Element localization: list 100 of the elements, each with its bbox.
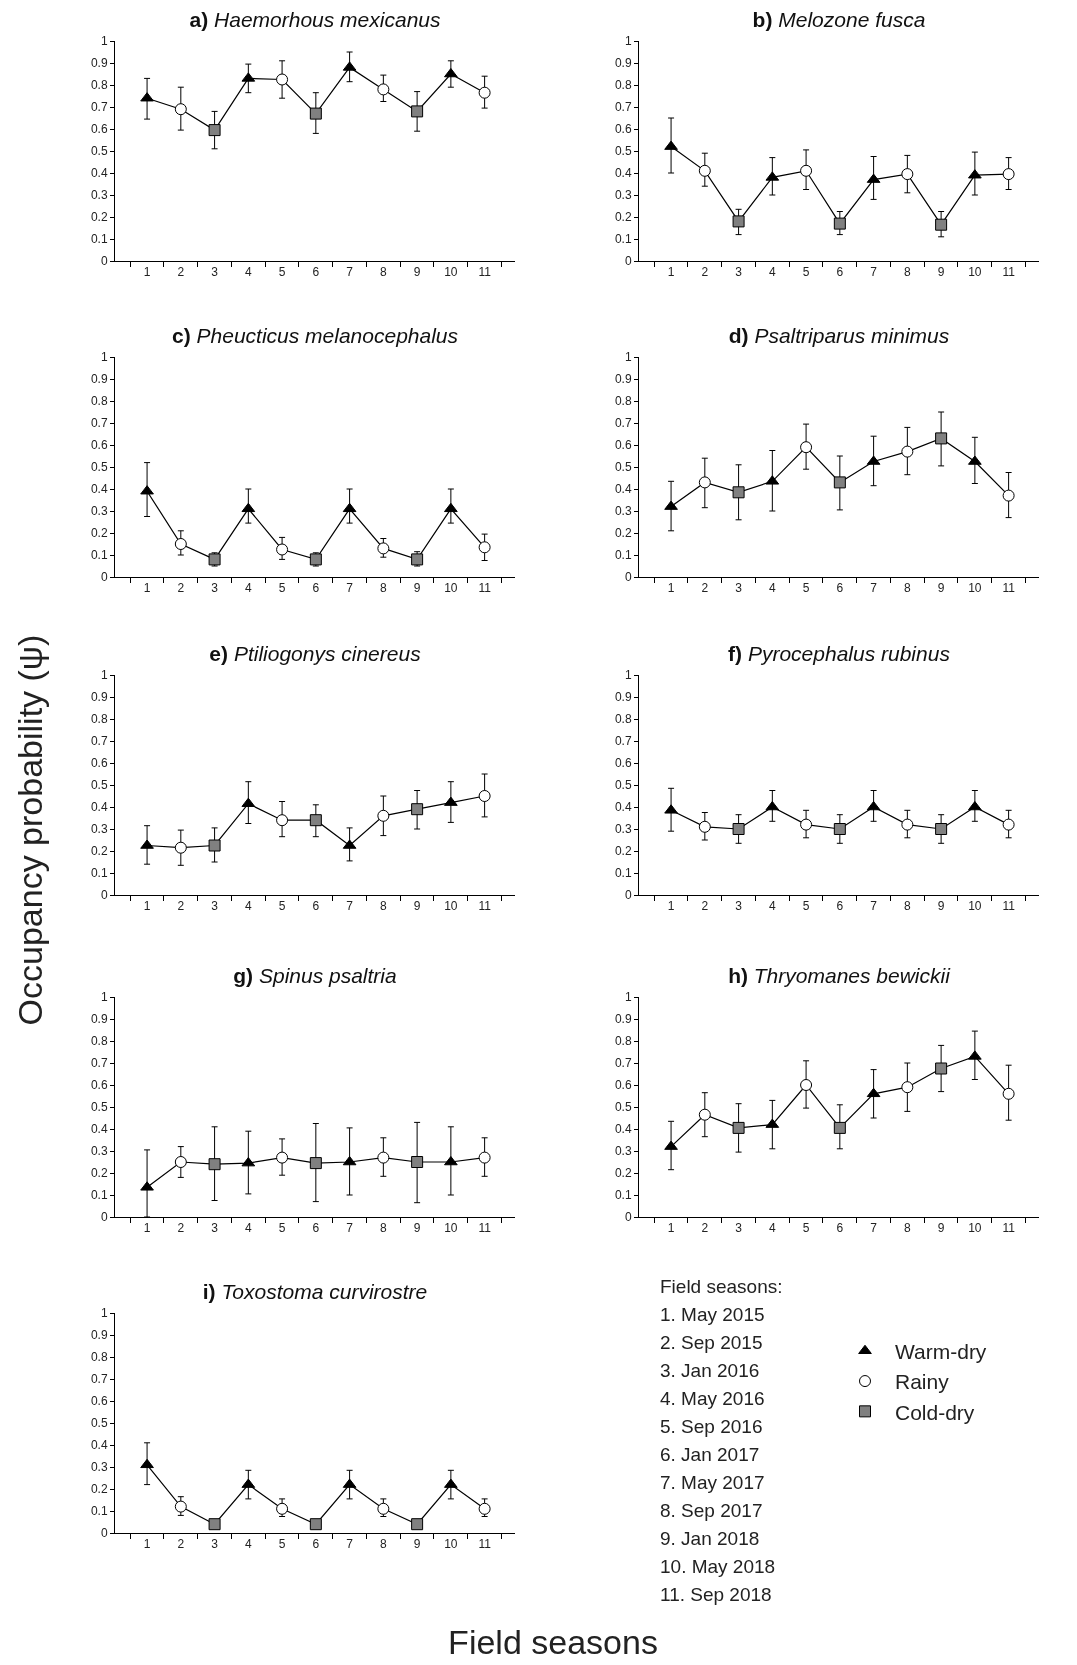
point bbox=[411, 803, 424, 816]
x-tick-label: 6 bbox=[312, 581, 320, 596]
y-axis-title: Occupancy probability (ψ) bbox=[10, 634, 50, 1026]
y-tick-label: 0.3 bbox=[90, 504, 108, 519]
y-tick-label: 0.2 bbox=[90, 526, 108, 541]
x-tick-label: 10 bbox=[968, 899, 982, 914]
y-tick-label: 0.4 bbox=[90, 800, 108, 815]
x-tick-label: 7 bbox=[870, 1221, 878, 1236]
x-tick-label: 2 bbox=[177, 265, 185, 280]
point bbox=[935, 218, 948, 231]
y-tick-label: 0.5 bbox=[90, 778, 108, 793]
y-tick-label: 0.1 bbox=[614, 1188, 632, 1203]
chart-title: d) Psaltriparus minimus bbox=[728, 324, 950, 348]
point bbox=[698, 164, 711, 177]
y-tick-label: 0.1 bbox=[90, 232, 108, 247]
y-tick-label: 0.9 bbox=[614, 690, 632, 705]
y-tick-label: 0.2 bbox=[90, 1166, 108, 1181]
y-tick-label: 0.4 bbox=[614, 1122, 632, 1137]
y-tick-label: 0.9 bbox=[614, 56, 632, 71]
text: 6. Jan 2017 bbox=[660, 1443, 761, 1467]
x-tick-label: 11 bbox=[478, 581, 492, 596]
y-tick-label: 0.5 bbox=[90, 1416, 108, 1431]
point bbox=[140, 1181, 154, 1191]
chart-title: c) Pheucticus melanocephalus bbox=[171, 324, 459, 348]
x-tick-label: 1 bbox=[143, 1537, 151, 1552]
x-tick-label: 11 bbox=[1002, 899, 1016, 914]
point bbox=[800, 164, 813, 177]
y-tick-label: 0.1 bbox=[614, 866, 632, 881]
y-tick-label: 0.4 bbox=[614, 166, 632, 181]
y-tick-label: 0.6 bbox=[614, 756, 632, 771]
x-tick-label: 4 bbox=[244, 581, 252, 596]
y-tick-label: 0.8 bbox=[90, 712, 108, 727]
x-tick-label: 8 bbox=[380, 1221, 388, 1236]
x-tick-label: 3 bbox=[735, 899, 743, 914]
x-tick-label: 4 bbox=[768, 1221, 776, 1236]
x-tick-label: 4 bbox=[244, 1537, 252, 1552]
point bbox=[276, 73, 289, 86]
y-tick-label: 0.2 bbox=[614, 844, 632, 859]
y-tick-label: 1 bbox=[100, 1306, 108, 1321]
y-tick-label: 0.9 bbox=[90, 56, 108, 71]
x-tick-label: 7 bbox=[346, 265, 354, 280]
x-tick-label: 5 bbox=[278, 1537, 286, 1552]
point bbox=[901, 445, 914, 458]
x-tick-label: 7 bbox=[346, 1221, 354, 1236]
y-tick-label: 0.3 bbox=[90, 822, 108, 837]
text: 1. May 2015 bbox=[660, 1303, 766, 1327]
x-tick-label: 9 bbox=[937, 265, 945, 280]
point bbox=[901, 168, 914, 181]
x-tick-label: 1 bbox=[143, 1221, 151, 1236]
y-tick-label: 0.4 bbox=[90, 166, 108, 181]
point bbox=[478, 1151, 491, 1164]
x-tick-label: 9 bbox=[413, 1537, 421, 1552]
x-tick-label: 8 bbox=[904, 581, 912, 596]
y-tick-label: 0.9 bbox=[90, 1012, 108, 1027]
x-tick-label: 8 bbox=[380, 1537, 388, 1552]
x-tick-label: 10 bbox=[968, 265, 982, 280]
x-tick-label: 8 bbox=[380, 899, 388, 914]
y-tick-label: 0.8 bbox=[614, 394, 632, 409]
x-tick-label: 5 bbox=[278, 1221, 286, 1236]
text: 9. Jan 2018 bbox=[660, 1527, 761, 1551]
x-tick-label: 9 bbox=[937, 1221, 945, 1236]
x-tick-label: 11 bbox=[478, 265, 492, 280]
y-tick-label: 0.4 bbox=[90, 1122, 108, 1137]
y-tick-label: 0 bbox=[624, 570, 632, 585]
y-tick-label: 0.6 bbox=[614, 122, 632, 137]
point bbox=[833, 217, 846, 230]
x-tick-label: 9 bbox=[413, 899, 421, 914]
y-tick-label: 0.7 bbox=[90, 416, 108, 431]
point bbox=[833, 1121, 846, 1134]
point bbox=[411, 1156, 424, 1168]
x-tick-label: 6 bbox=[312, 1537, 320, 1552]
x-tick-label: 3 bbox=[735, 581, 743, 596]
x-tick-label: 1 bbox=[143, 899, 151, 914]
y-tick-label: 0 bbox=[100, 570, 108, 585]
x-tick-label: 9 bbox=[413, 265, 421, 280]
x-tick-label: 2 bbox=[701, 265, 709, 280]
point bbox=[968, 455, 982, 465]
y-tick-label: 1 bbox=[624, 990, 632, 1005]
y-tick-label: 0.4 bbox=[614, 482, 632, 497]
y-tick-label: 0.8 bbox=[614, 712, 632, 727]
y-tick-label: 0.6 bbox=[614, 1078, 632, 1093]
x-tick-label: 10 bbox=[444, 899, 458, 914]
x-tick-label: 5 bbox=[278, 581, 286, 596]
x-tick-label: 8 bbox=[904, 1221, 912, 1236]
x-tick-label: 8 bbox=[904, 899, 912, 914]
x-tick-label: 2 bbox=[177, 581, 185, 596]
point bbox=[478, 790, 491, 802]
point bbox=[800, 441, 813, 454]
x-tick-label: 7 bbox=[870, 265, 878, 280]
x-tick-label: 3 bbox=[735, 1221, 743, 1236]
y-tick-label: 0.8 bbox=[90, 394, 108, 409]
y-tick-label: 0.1 bbox=[90, 548, 108, 563]
y-tick-label: 0.7 bbox=[614, 100, 632, 115]
y-tick-label: 1 bbox=[100, 34, 108, 49]
text: 3. Jan 2016 bbox=[660, 1359, 761, 1383]
chart-title: f) Pyrocephalus rubinus bbox=[728, 642, 951, 666]
x-tick-label: 6 bbox=[836, 899, 844, 914]
y-tick-label: 0.9 bbox=[90, 690, 108, 705]
x-tick-label: 10 bbox=[444, 265, 458, 280]
y-tick-label: 0.9 bbox=[90, 372, 108, 387]
